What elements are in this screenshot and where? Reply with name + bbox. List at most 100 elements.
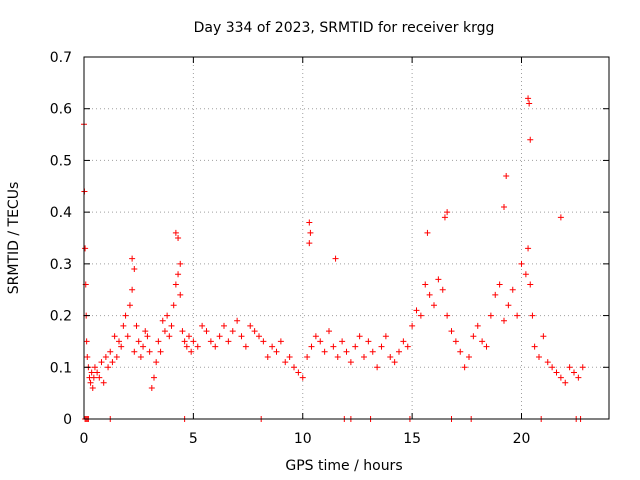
- data-point: [137, 353, 144, 360]
- y-tick-label: 0.4: [50, 205, 72, 221]
- data-point: [526, 100, 533, 107]
- data-point: [157, 348, 164, 355]
- data-point: [277, 338, 284, 345]
- data-point: [194, 343, 201, 350]
- data-point: [291, 364, 297, 371]
- data-point: [183, 343, 190, 350]
- data-point: [387, 353, 394, 360]
- data-point: [562, 379, 569, 386]
- data-point: [100, 379, 107, 386]
- data-point: [207, 338, 214, 345]
- data-point: [82, 245, 89, 252]
- data-point: [527, 136, 534, 143]
- data-point: [566, 364, 573, 371]
- y-tick-label: 0.6: [50, 102, 72, 118]
- data-point: [251, 328, 258, 335]
- data-point: [496, 281, 503, 288]
- data-point: [159, 317, 166, 324]
- y-tick-labels: 0 0.1 0.2 0.3 0.4 0.5 0.6 0.7: [50, 50, 72, 428]
- data-point: [140, 343, 147, 350]
- data-point: [229, 328, 236, 335]
- data-point: [444, 312, 451, 319]
- x-axis-label: GPS time / hours: [285, 458, 402, 474]
- data-point: [216, 333, 223, 340]
- data-point: [295, 369, 302, 376]
- data-point: [457, 348, 464, 355]
- data-point: [501, 203, 507, 210]
- data-point: [177, 260, 184, 267]
- data-point: [505, 302, 512, 309]
- data-point: [146, 348, 153, 355]
- data-point: [306, 219, 313, 226]
- data-point: [168, 322, 175, 329]
- data-point: [155, 338, 162, 345]
- data-point: [378, 343, 385, 350]
- y-tick-label: 0.2: [50, 309, 72, 325]
- data-point: [431, 302, 437, 309]
- data-point: [166, 333, 173, 340]
- data-point: [527, 281, 534, 288]
- data-point: [113, 353, 120, 360]
- data-point: [120, 322, 127, 329]
- data-point: [492, 291, 499, 298]
- data-point: [334, 353, 341, 360]
- data-point: [186, 333, 192, 340]
- data-point: [111, 333, 118, 340]
- data-point: [413, 307, 420, 314]
- data-point: [94, 369, 101, 376]
- data-point: [479, 338, 486, 345]
- data-point: [339, 338, 346, 345]
- data-point: [273, 348, 280, 355]
- data-point: [553, 369, 560, 376]
- data-point: [190, 338, 197, 345]
- data-point: [234, 317, 241, 324]
- data-point: [164, 312, 171, 319]
- data-point: [424, 229, 431, 236]
- data-point: [549, 364, 556, 371]
- data-marks: [81, 95, 586, 422]
- y-tick-label: 0.3: [50, 257, 72, 273]
- data-point: [221, 322, 227, 329]
- data-point: [247, 322, 254, 329]
- data-point: [172, 281, 179, 288]
- data-point: [317, 338, 324, 345]
- data-point: [396, 348, 402, 355]
- data-point: [448, 328, 455, 335]
- data-point: [400, 338, 407, 345]
- y-tick-label: 0.5: [50, 153, 72, 169]
- data-point: [330, 343, 337, 350]
- data-point: [96, 374, 103, 381]
- data-point: [260, 338, 267, 345]
- data-point: [153, 359, 160, 366]
- data-point: [161, 328, 168, 335]
- data-point: [286, 353, 293, 360]
- data-point: [90, 374, 97, 381]
- y-axis-label: SRMTID / TECUs: [6, 182, 22, 295]
- data-point: [461, 364, 468, 371]
- data-point: [466, 353, 472, 360]
- x-tick-label: 20: [513, 431, 531, 447]
- data-point: [144, 333, 151, 340]
- data-point: [126, 302, 133, 309]
- data-point: [84, 353, 91, 360]
- data-point: [89, 384, 96, 391]
- data-point: [470, 333, 477, 340]
- data-point: [557, 214, 564, 221]
- data-point: [540, 333, 547, 340]
- data-point: [361, 353, 367, 360]
- data-point: [107, 348, 114, 355]
- data-point: [444, 209, 451, 216]
- data-point: [332, 255, 339, 262]
- data-point: [441, 214, 448, 221]
- data-point: [474, 322, 481, 329]
- data-point: [369, 348, 376, 355]
- data-point: [404, 343, 411, 350]
- data-point: [417, 312, 424, 319]
- data-point: [238, 333, 245, 340]
- data-point: [312, 333, 319, 340]
- data-point: [306, 240, 313, 247]
- data-point: [422, 281, 429, 288]
- data-point: [282, 359, 289, 366]
- data-point: [321, 348, 328, 355]
